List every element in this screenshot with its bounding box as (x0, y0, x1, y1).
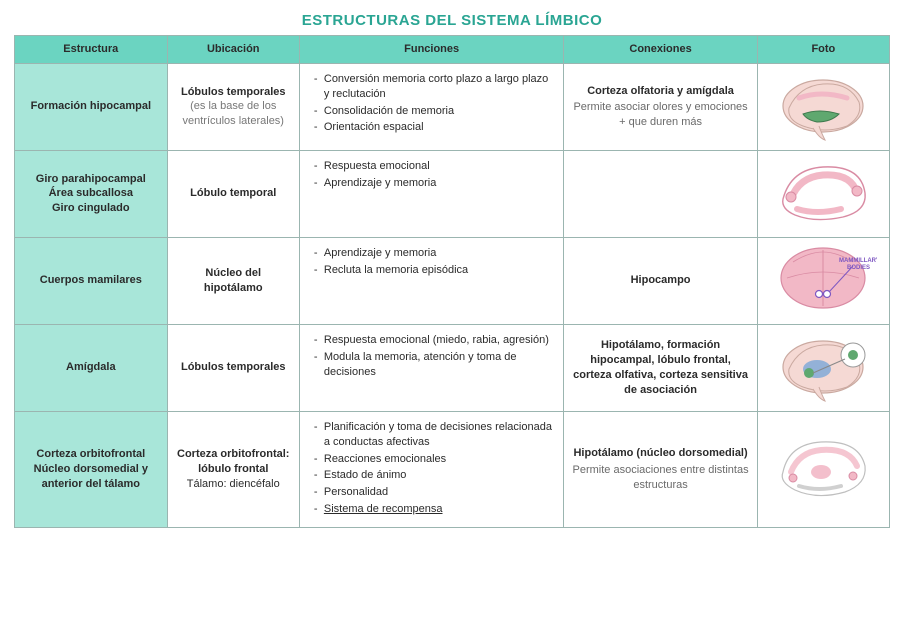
table-row: Corteza orbitofrontalNúcleo dorsomedial … (15, 411, 890, 527)
cell-ubicacion: Lóbulos temporales (167, 324, 299, 411)
brain-illustration (769, 430, 877, 508)
cell-foto (757, 324, 889, 411)
col-header: Foto (757, 36, 889, 64)
col-header: Estructura (15, 36, 168, 64)
cell-foto: MAMMILLARY BODIES (757, 237, 889, 324)
cell-foto (757, 63, 889, 150)
cell-foto (757, 150, 889, 237)
cell-funciones: Aprendizaje y memoriaRecluta la memoria … (299, 237, 564, 324)
limbic-table: EstructuraUbicaciónFuncionesConexionesFo… (14, 35, 890, 528)
table-row: AmígdalaLóbulos temporalesRespuesta emoc… (15, 324, 890, 411)
cell-conexiones: Hipotálamo (núcleo dorsomedial)Permite a… (564, 411, 757, 527)
cell-estructura: Formación hipocampal (15, 63, 168, 150)
cell-funciones: Planificación y toma de decisiones relac… (299, 411, 564, 527)
svg-text:BODIES: BODIES (847, 265, 870, 271)
cell-ubicacion: Lóbulos temporales(es la base de los ven… (167, 63, 299, 150)
cell-funciones: Conversión memoria corto plazo a largo p… (299, 63, 564, 150)
cell-estructura: Amígdala (15, 324, 168, 411)
cell-estructura: Giro parahipocampalÁrea subcallosaGiro c… (15, 150, 168, 237)
cell-conexiones: Hipotálamo, formación hipocampal, lóbulo… (564, 324, 757, 411)
cell-foto (757, 411, 889, 527)
cell-conexiones (564, 150, 757, 237)
table-row: Giro parahipocampalÁrea subcallosaGiro c… (15, 150, 890, 237)
col-header: Funciones (299, 36, 564, 64)
brain-illustration (769, 155, 877, 233)
table-row: Formación hipocampalLóbulos temporales(e… (15, 63, 890, 150)
table-row: Cuerpos mamilaresNúcleo del hipotálamoAp… (15, 237, 890, 324)
brain-illustration: MAMMILLARY BODIES (769, 242, 877, 320)
cell-conexiones: Corteza olfatoria y amígdalaPermite asoc… (564, 63, 757, 150)
page-title: ESTRUCTURAS DEL SISTEMA LÍMBICO (14, 12, 890, 29)
table-header: EstructuraUbicaciónFuncionesConexionesFo… (15, 36, 890, 64)
col-header: Conexiones (564, 36, 757, 64)
cell-conexiones: Hipocampo (564, 237, 757, 324)
cell-funciones: Respuesta emocionalAprendizaje y memoria (299, 150, 564, 237)
brain-illustration (769, 68, 877, 146)
table-body: Formación hipocampalLóbulos temporales(e… (15, 63, 890, 527)
cell-ubicacion: Corteza orbitofrontal: lóbulo frontalTál… (167, 411, 299, 527)
svg-text:MAMMILLARY: MAMMILLARY (839, 258, 877, 264)
cell-ubicacion: Lóbulo temporal (167, 150, 299, 237)
cell-estructura: Corteza orbitofrontalNúcleo dorsomedial … (15, 411, 168, 527)
brain-illustration (769, 329, 877, 407)
cell-estructura: Cuerpos mamilares (15, 237, 168, 324)
cell-funciones: Respuesta emocional (miedo, rabia, agres… (299, 324, 564, 411)
cell-ubicacion: Núcleo del hipotálamo (167, 237, 299, 324)
col-header: Ubicación (167, 36, 299, 64)
